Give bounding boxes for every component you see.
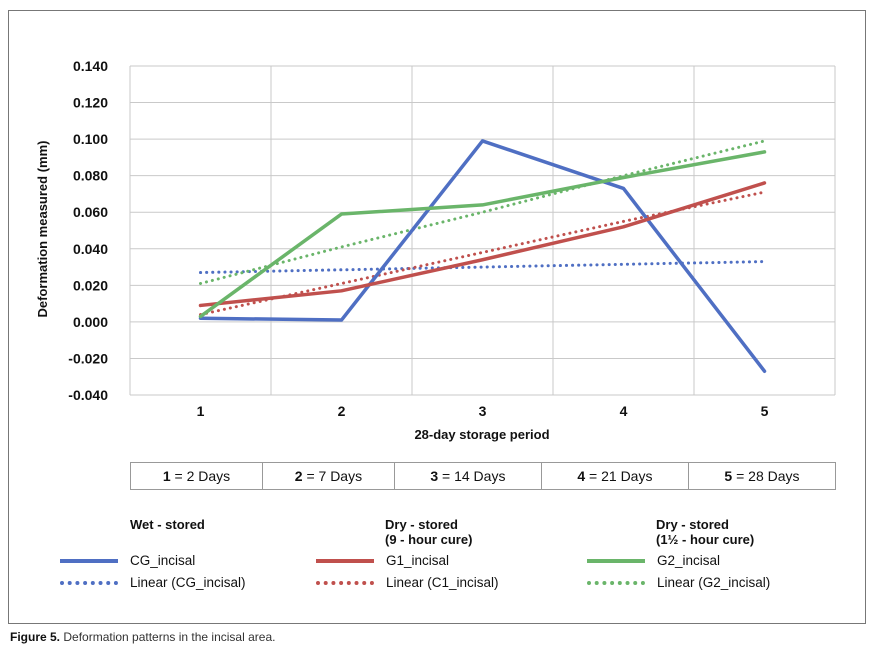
legend-swatch-cg <box>60 558 118 563</box>
legend-entry-g2: G2_incisal <box>587 553 720 568</box>
day-cell-3: 3 = 14 Days <box>393 462 542 490</box>
y-tick-label: -0.040 <box>68 387 108 403</box>
x-tick-label: 2 <box>338 403 346 419</box>
y-tick-label: 0.040 <box>73 241 108 257</box>
day-cell-5: 5 = 28 Days <box>687 462 837 490</box>
series-line-linear-g2-incisal <box>199 139 766 286</box>
series-line-g1-incisal <box>198 181 767 308</box>
legend-entry-c1-linear: Linear (C1_incisal) <box>316 575 499 590</box>
series-line-linear-cg-incisal <box>199 260 766 275</box>
legend-swatch-g2 <box>587 558 645 563</box>
chart-grid <box>129 65 836 396</box>
x-tick-label: 5 <box>761 403 769 419</box>
storage-day-table: 1 = 2 Days 2 = 7 Days 3 = 14 Days 4 = 21… <box>130 462 837 490</box>
legend-entry-cg: CG_incisal <box>60 553 195 568</box>
line-chart: 0.140 0.120 0.100 0.080 0.060 0.040 0.020 0.000… <box>35 58 836 442</box>
day-cell-2: 2 = 7 Days <box>261 462 395 490</box>
legend-group-dry-9h: Dry - stored (9 - hour cure) <box>385 517 473 547</box>
y-tick-label: 0.060 <box>73 204 108 220</box>
y-axis-ticks: 0.140 0.120 0.100 0.080 0.060 0.040 0.020 0.000… <box>68 58 108 403</box>
x-axis-ticks: 1 2 3 4 5 <box>197 403 769 419</box>
y-tick-label: 0.020 <box>73 277 108 293</box>
figure-caption: Figure 5. Deformation patterns in the in… <box>10 630 276 644</box>
x-tick-label: 1 <box>197 403 205 419</box>
legend-entry-g1: G1_incisal <box>316 553 449 568</box>
x-tick-label: 4 <box>620 403 628 419</box>
x-axis-label: 28-day storage period <box>414 427 549 442</box>
legend-group-dry-1-5h: Dry - stored (1½ - hour cure) <box>656 517 755 547</box>
day-cell-4: 4 = 21 Days <box>540 462 689 490</box>
y-axis-label: Deformation measured (mm) <box>35 141 50 318</box>
figure-frame <box>8 10 866 624</box>
legend-group-wet: Wet - stored <box>130 517 205 532</box>
chart-series <box>198 139 767 373</box>
legend-swatch-cg-linear <box>60 580 118 585</box>
series-line-cg-incisal <box>198 139 767 373</box>
legend-swatch-g1 <box>316 558 374 563</box>
y-tick-label: 0.000 <box>73 314 108 330</box>
day-cell-1: 1 = 2 Days <box>130 462 263 490</box>
y-tick-label: 0.120 <box>73 95 108 111</box>
y-tick-label: -0.020 <box>68 350 108 366</box>
legend-swatch-g2-linear <box>587 580 645 585</box>
y-tick-label: 0.080 <box>73 168 108 184</box>
series-line-g2-incisal <box>198 150 767 319</box>
legend-entry-cg-linear: Linear (CG_incisal) <box>60 575 246 590</box>
legend-swatch-c1-linear <box>316 580 374 585</box>
y-tick-label: 0.140 <box>73 58 108 74</box>
x-tick-label: 3 <box>479 403 487 419</box>
y-tick-label: 0.100 <box>73 131 108 147</box>
legend-entry-g2-linear: Linear (G2_incisal) <box>587 575 770 590</box>
